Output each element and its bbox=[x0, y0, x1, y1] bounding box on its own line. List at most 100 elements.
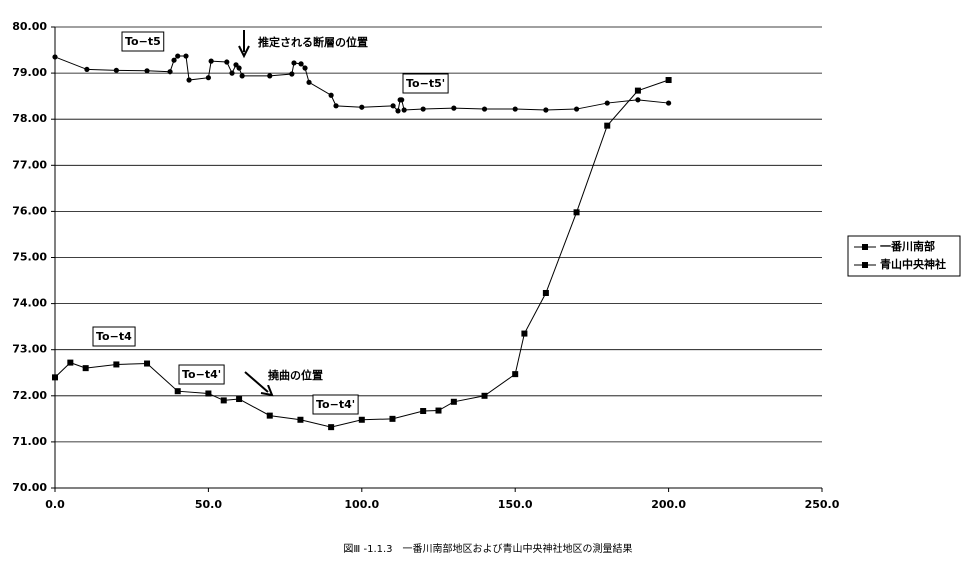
marker bbox=[236, 65, 242, 71]
marker bbox=[297, 416, 304, 423]
marker bbox=[52, 374, 58, 381]
annotation: 撓曲の位置 bbox=[268, 368, 323, 382]
marker bbox=[333, 103, 339, 109]
marker bbox=[289, 71, 295, 77]
marker bbox=[167, 69, 173, 75]
marker bbox=[521, 330, 528, 337]
marker bbox=[666, 100, 672, 106]
marker bbox=[390, 103, 396, 109]
marker bbox=[573, 209, 580, 216]
marker bbox=[634, 87, 641, 94]
annotation: To−t5' bbox=[406, 77, 445, 90]
marker bbox=[175, 53, 181, 59]
marker bbox=[512, 106, 518, 112]
marker bbox=[358, 416, 365, 423]
marker bbox=[481, 392, 488, 399]
marker bbox=[665, 77, 672, 84]
legend-box bbox=[847, 235, 961, 277]
y-tick-label: 77.00 bbox=[12, 158, 47, 171]
marker bbox=[359, 104, 365, 110]
x-tick-label: 50.0 bbox=[195, 498, 222, 511]
legend-label: 一番川南部 bbox=[880, 239, 935, 253]
marker bbox=[420, 408, 427, 415]
marker bbox=[635, 97, 641, 103]
x-tick-label: 250.0 bbox=[805, 498, 840, 511]
marker bbox=[573, 106, 580, 112]
annotation-box bbox=[265, 365, 326, 385]
annotation: To−t4' bbox=[182, 368, 221, 381]
series-line bbox=[54, 55, 669, 112]
y-tick-label: 72.00 bbox=[12, 389, 47, 402]
marker bbox=[302, 65, 308, 71]
annotation-box bbox=[312, 394, 359, 415]
marker bbox=[604, 122, 611, 129]
marker bbox=[291, 60, 297, 66]
marker bbox=[84, 66, 90, 73]
marker bbox=[401, 107, 407, 113]
annotation-box bbox=[92, 326, 136, 347]
annotation: To−t4 bbox=[96, 330, 132, 343]
marker bbox=[604, 100, 610, 106]
marker bbox=[174, 388, 181, 395]
marker bbox=[862, 244, 868, 250]
marker bbox=[224, 59, 230, 65]
marker bbox=[113, 67, 119, 73]
annotation-box bbox=[121, 31, 165, 52]
marker bbox=[420, 106, 426, 112]
y-tick-label: 75.00 bbox=[12, 251, 47, 264]
marker bbox=[328, 92, 334, 98]
y-tick-label: 71.00 bbox=[12, 435, 47, 448]
marker bbox=[229, 70, 235, 76]
annotation: To−t4' bbox=[316, 398, 355, 411]
annotation-box bbox=[255, 32, 371, 52]
arrow bbox=[244, 371, 269, 393]
marker bbox=[435, 407, 442, 414]
marker bbox=[205, 75, 211, 81]
marker bbox=[144, 360, 151, 367]
marker bbox=[862, 262, 868, 268]
marker bbox=[205, 390, 212, 397]
marker bbox=[171, 57, 177, 63]
x-tick-label: 150.0 bbox=[498, 498, 533, 511]
y-tick-label: 78.00 bbox=[12, 112, 47, 125]
marker bbox=[236, 396, 243, 403]
marker bbox=[298, 61, 304, 67]
marker bbox=[220, 397, 227, 404]
y-tick-label: 73.00 bbox=[12, 343, 47, 356]
marker bbox=[389, 415, 396, 422]
marker bbox=[186, 77, 192, 83]
marker bbox=[208, 58, 214, 64]
marker bbox=[328, 424, 335, 431]
annotation-box bbox=[402, 73, 449, 94]
marker bbox=[67, 359, 74, 366]
marker bbox=[399, 97, 405, 103]
series-line bbox=[54, 79, 669, 428]
marker bbox=[451, 105, 457, 111]
annotation: To−t5 bbox=[125, 35, 161, 48]
marker bbox=[306, 79, 312, 85]
caption: 図Ⅲ -1.1.3 一番川南部地区および青山中央神社地区の測量結果 bbox=[343, 542, 632, 555]
x-tick-label: 200.0 bbox=[651, 498, 686, 511]
arrow-head bbox=[238, 45, 250, 59]
marker bbox=[512, 371, 519, 378]
marker bbox=[266, 412, 273, 419]
marker bbox=[82, 365, 89, 372]
annotation-box bbox=[178, 364, 225, 385]
marker bbox=[239, 73, 245, 79]
arrow-head bbox=[260, 384, 274, 397]
marker bbox=[267, 73, 273, 79]
y-tick-label: 76.00 bbox=[12, 204, 47, 217]
y-tick-label: 74.00 bbox=[12, 297, 47, 310]
annotation: 推定される断層の位置 bbox=[258, 35, 368, 49]
marker bbox=[395, 108, 401, 114]
marker bbox=[113, 361, 120, 368]
x-tick-label: 0.0 bbox=[45, 498, 65, 511]
marker bbox=[542, 289, 549, 296]
legend-label: 青山中央神社 bbox=[880, 257, 946, 271]
x-tick-label: 100.0 bbox=[344, 498, 379, 511]
y-tick-label: 80.00 bbox=[12, 20, 47, 33]
marker bbox=[144, 68, 150, 74]
marker bbox=[481, 106, 488, 112]
